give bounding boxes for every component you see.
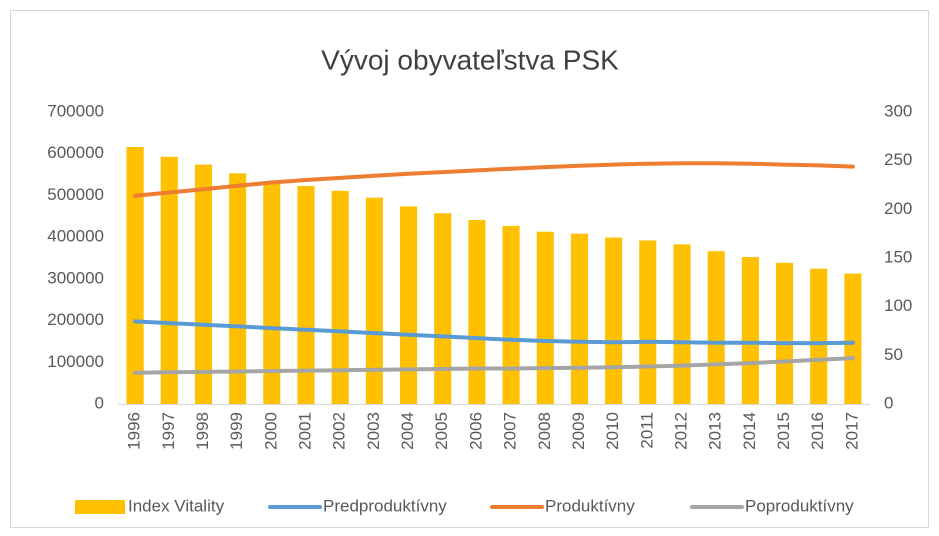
- bar: [810, 268, 828, 404]
- bar: [605, 237, 623, 404]
- x-tick-label: 1997: [159, 412, 178, 450]
- x-tick-label: 2007: [501, 412, 520, 450]
- chart-title: Vývoj obyvateľstva PSK: [321, 44, 619, 75]
- bar: [502, 225, 520, 404]
- bar: [741, 257, 759, 404]
- line: [133, 356, 855, 375]
- line: [133, 161, 855, 198]
- y2-tick-label: 150: [884, 247, 912, 266]
- x-tick-label: 2013: [706, 412, 725, 450]
- x-tick-label: 2012: [671, 412, 690, 450]
- y-tick-label: 100000: [47, 352, 104, 371]
- y2-tick-label: 200: [884, 199, 912, 218]
- bar: [263, 181, 281, 404]
- bar: [570, 233, 588, 404]
- bar: [673, 244, 691, 404]
- x-tick-label: 2005: [432, 412, 451, 450]
- x-tick-label: 2002: [330, 412, 349, 450]
- legend-label: Produktívny: [545, 496, 635, 515]
- legend-swatch: [75, 500, 125, 514]
- x-tick-label: 2011: [637, 412, 656, 449]
- y2-tick-label: 250: [884, 150, 912, 169]
- bar: [160, 156, 178, 404]
- legend-label: Poproduktívny: [745, 496, 854, 515]
- bar: [844, 273, 862, 404]
- x-tick-label: 2015: [774, 412, 793, 450]
- x-tick-label: 1996: [125, 412, 144, 450]
- bar: [126, 147, 144, 405]
- bar: [365, 197, 383, 404]
- bar: [707, 251, 725, 404]
- x-tick-label: 2001: [295, 412, 314, 450]
- x-tick-label: 2010: [603, 412, 622, 450]
- y-tick-label: 300000: [47, 268, 104, 287]
- y-tick-label: 0: [95, 393, 104, 412]
- bar: [331, 190, 349, 404]
- y-tick-label: 600000: [47, 143, 104, 162]
- x-tick-label: 2016: [808, 412, 827, 450]
- x-tick-label: 2014: [740, 412, 759, 450]
- x-tick-label: 1999: [227, 412, 246, 450]
- bar: [297, 185, 315, 404]
- line: [133, 319, 855, 346]
- x-tick-label: 2008: [535, 412, 554, 450]
- y-tick-label: 400000: [47, 227, 104, 246]
- x-tick-label: 2003: [364, 412, 383, 450]
- bar: [639, 240, 657, 404]
- x-tick-label: 2004: [398, 412, 417, 450]
- bar: [194, 164, 212, 404]
- legend-label: Predproduktívny: [323, 496, 447, 515]
- x-tick-label: 1998: [193, 412, 212, 450]
- y-tick-label: 200000: [47, 310, 104, 329]
- bar: [434, 213, 452, 404]
- bar: [536, 231, 554, 404]
- legend-label: Index Vitality: [128, 496, 225, 515]
- bar: [776, 262, 794, 404]
- bar: [229, 173, 247, 404]
- x-tick-label: 2000: [261, 412, 280, 450]
- x-tick-label: 2017: [842, 412, 861, 450]
- y-tick-label: 500000: [47, 185, 104, 204]
- x-tick-label: 2006: [466, 412, 485, 450]
- y2-tick-label: 50: [884, 345, 903, 364]
- y2-tick-label: 100: [884, 296, 912, 315]
- bar: [468, 220, 486, 404]
- x-tick-label: 2009: [569, 412, 588, 450]
- y2-tick-label: 0: [884, 393, 893, 412]
- y-tick-label: 700000: [47, 101, 104, 120]
- y2-tick-label: 300: [884, 101, 912, 120]
- bar: [400, 206, 418, 404]
